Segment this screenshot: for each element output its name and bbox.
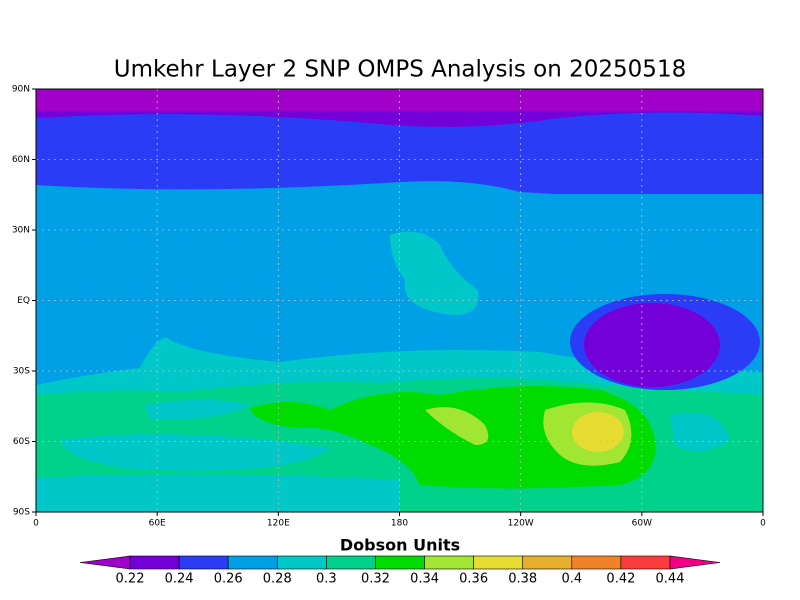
colorbar-label: 0.4 (561, 572, 582, 587)
colorbar-label: 0.26 (214, 572, 243, 587)
contour-region (390, 231, 479, 315)
colorbar-box (473, 555, 524, 570)
colorbar-label: 0.34 (410, 572, 439, 587)
colorbar-box (522, 555, 573, 570)
y-tick-label: 90N (12, 85, 30, 95)
colorbar-extend-low (79, 555, 131, 570)
colorbar: 0.22 0.24 0.26 0.28 0.3 0.32 0.34 0.36 0.38 0.4 0.… (79, 555, 721, 587)
colorbar-box (276, 555, 327, 570)
x-tick-label: 0 (33, 519, 39, 529)
colorbar-label: 0.44 (656, 572, 685, 587)
colorbar-label: 0.3 (316, 572, 337, 587)
colorbar-label: 0.38 (508, 572, 537, 587)
colorbar-label: 0.32 (361, 572, 390, 587)
title: Umkehr Layer 2 SNP OMPS Analysis on 2025… (114, 57, 686, 83)
map-frame (35, 88, 764, 513)
x-tick-label: 60W (632, 519, 652, 529)
colorbar-box (375, 555, 425, 570)
y-tick-label: 30N (12, 226, 30, 236)
y-tick-label: 60S (13, 437, 30, 447)
colorbar-label: 0.28 (263, 572, 292, 587)
contour-region (584, 303, 720, 387)
colorbar-label: 0.22 (116, 572, 145, 587)
colorbar-label: 0.24 (165, 572, 194, 587)
contour-region (572, 412, 624, 452)
x-tick-label: 120W (508, 519, 534, 529)
colorbar-title: Dobson Units (340, 536, 460, 555)
colorbar-box (178, 555, 229, 570)
colorbar-box (129, 555, 180, 570)
contour-region (36, 112, 763, 134)
colorbar-box (326, 555, 376, 570)
y-tick-label: EQ (17, 296, 30, 306)
colorbar-box (424, 555, 474, 570)
colorbar-box (571, 555, 622, 570)
map-field (36, 89, 763, 512)
contour-region (36, 181, 763, 205)
colorbar-extend-high (669, 555, 721, 570)
y-tick-label: 30S (13, 367, 30, 377)
contour-region (36, 474, 400, 512)
x-tick-label: 60E (149, 519, 166, 529)
colorbar-label: 0.36 (459, 572, 488, 587)
y-tick-label: 60N (12, 155, 30, 165)
x-tick-label: 180 (391, 519, 408, 529)
x-tick-label: 120E (267, 519, 290, 529)
y-tick-label: 90S (13, 508, 30, 518)
colorbar-box (620, 555, 671, 570)
contour-region (36, 89, 763, 111)
x-tick-label: 0 (760, 519, 766, 529)
colorbar-box (227, 555, 278, 570)
colorbar-label: 0.42 (606, 572, 635, 587)
contour-region (60, 399, 730, 471)
